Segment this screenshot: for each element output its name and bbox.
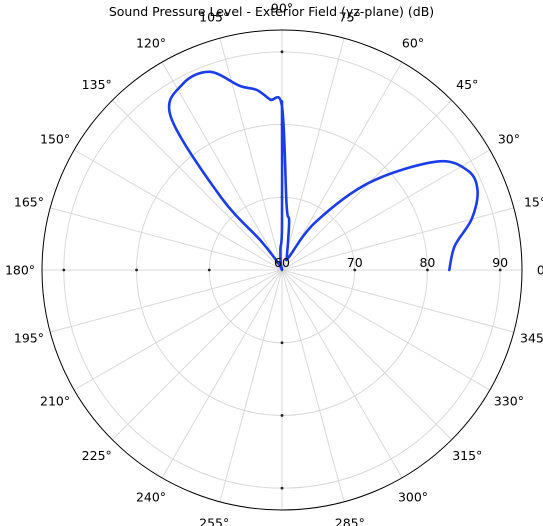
radial-tick-label: 70 (347, 255, 363, 270)
angle-gridline (73, 149, 283, 271)
angle-tick-label: 45° (456, 77, 478, 92)
axis-tick-mark (135, 268, 138, 272)
angle-gridline (73, 269, 283, 391)
angle-tick-label: 315° (452, 448, 482, 463)
angle-tick-label: 0° (537, 263, 543, 278)
angle-tick-label: 240° (136, 489, 166, 504)
angle-tick-label: 165° (14, 195, 44, 210)
angle-tick-label: 180° (5, 263, 35, 278)
axis-tick-mark (280, 50, 284, 54)
angle-tick-label: 150° (40, 132, 70, 147)
angle-gridline (281, 149, 491, 271)
angle-tick-label: 60° (402, 36, 424, 51)
angle-tick-label: 30° (498, 132, 520, 147)
angle-tick-label: 210° (40, 394, 70, 409)
radial-tick-label: 80 (419, 255, 435, 270)
radial-tick-label: 90 (492, 255, 508, 270)
axis-tick-mark (280, 486, 284, 490)
chart-title: Sound Pressure Level - Exterior Field (y… (108, 4, 435, 19)
angle-tick-label: 120° (136, 36, 166, 51)
angle-tick-label: 270° (267, 525, 297, 526)
axis-tick-mark (498, 268, 502, 272)
angle-gridline (281, 269, 403, 479)
angle-tick-label: 285° (335, 516, 365, 526)
angle-gridline (281, 269, 453, 441)
angle-gridline (281, 269, 514, 333)
series-line (167, 70, 479, 272)
axis-tick-mark (280, 341, 284, 345)
angle-gridline (50, 269, 283, 333)
series-layer (167, 70, 479, 272)
axis-tick-mark (353, 268, 357, 272)
angle-tick-label: 105° (199, 9, 229, 24)
angle-tick-label: 135° (82, 77, 112, 92)
angle-tick-label: 75° (339, 9, 361, 24)
radial-tick-label: 60 (274, 255, 290, 270)
angle-gridline (161, 61, 283, 271)
polar-frame (41, 29, 523, 511)
angle-tick-label: 330° (494, 394, 524, 409)
angle-tick-label: 225° (82, 448, 112, 463)
angle-gridline (281, 207, 514, 271)
angle-gridline (281, 61, 403, 271)
angle-gridline (111, 99, 283, 271)
axis-tick-mark (62, 268, 66, 272)
angle-gridline (219, 269, 283, 502)
angle-gridline (281, 269, 491, 391)
angle-tick-label: 345° (520, 330, 543, 345)
axis-tick-mark (207, 268, 211, 272)
tick-labels: 0° 15° 30° 45° 60° 75° 90° 105° 120° 135° 150° 165°… (5, 1, 543, 526)
angle-tick-label: 195° (14, 330, 44, 345)
angle-gridline (111, 269, 283, 441)
angle-gridline (281, 269, 345, 502)
angle-gridline (281, 38, 345, 271)
angle-tick-label: 90° (271, 1, 293, 16)
angle-gridline (50, 207, 283, 271)
angle-gridline (161, 269, 283, 479)
angle-gridline (219, 38, 283, 271)
axis-tick-mark (280, 414, 284, 417)
angle-tick-label: 15° (524, 195, 543, 210)
angle-tick-label: 300° (398, 489, 428, 504)
angle-tick-label: 255° (199, 516, 229, 526)
axis-tick-mark (426, 268, 429, 272)
